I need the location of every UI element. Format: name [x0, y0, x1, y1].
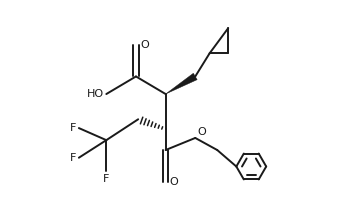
- Text: O: O: [170, 177, 178, 187]
- Text: F: F: [70, 123, 77, 133]
- Text: O: O: [140, 40, 149, 50]
- Polygon shape: [166, 73, 197, 94]
- Text: F: F: [70, 153, 77, 163]
- Text: O: O: [197, 127, 206, 137]
- Text: HO: HO: [87, 89, 104, 99]
- Text: F: F: [103, 173, 110, 183]
